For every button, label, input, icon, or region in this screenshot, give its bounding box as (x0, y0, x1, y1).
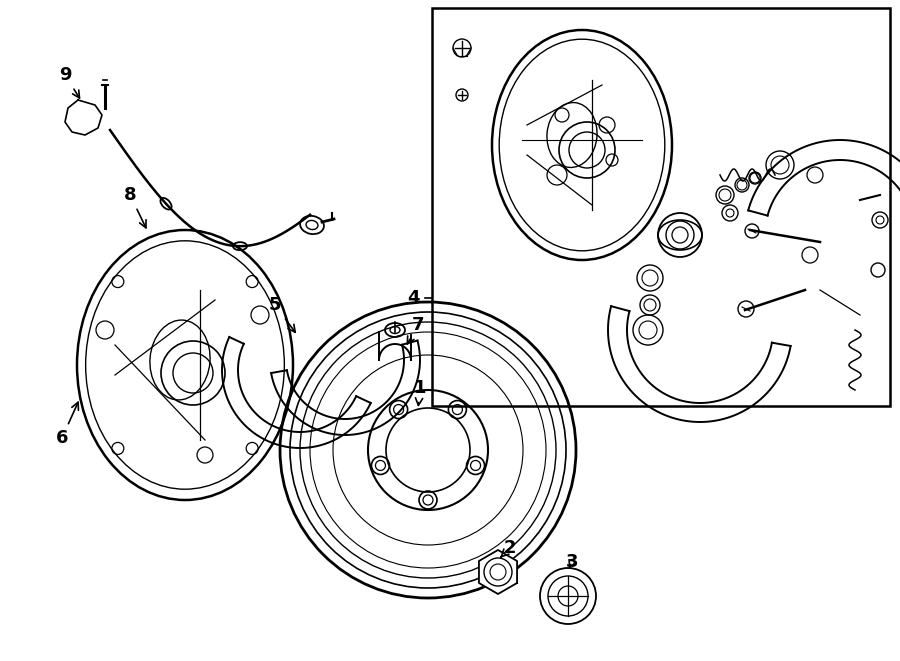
Text: 6: 6 (56, 403, 78, 447)
Bar (432, 8, 890, 406)
Polygon shape (479, 550, 518, 594)
Text: 7: 7 (408, 316, 424, 344)
Text: 1: 1 (414, 379, 427, 405)
Text: 2: 2 (500, 539, 517, 557)
Text: 4: 4 (408, 289, 420, 307)
Text: 5: 5 (269, 296, 295, 332)
Text: 9: 9 (58, 66, 79, 98)
Polygon shape (65, 100, 102, 135)
Text: 3: 3 (566, 553, 578, 571)
Text: 8: 8 (123, 186, 146, 228)
